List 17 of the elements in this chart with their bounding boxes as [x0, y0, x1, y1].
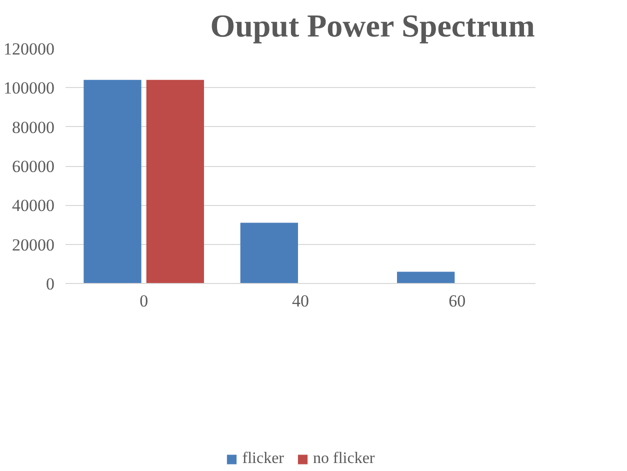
y-tick-label: 0	[46, 274, 54, 294]
y-tick-label: 120000	[4, 40, 54, 58]
bar	[240, 222, 298, 284]
x-tick-label: 40	[292, 292, 309, 310]
y-tick-label: 100000	[4, 78, 54, 98]
x-tick-label: 0	[140, 292, 148, 310]
y-tick-label: 20000	[12, 235, 54, 254]
bar	[146, 80, 204, 284]
chart-title: Ouput Power Spectrum	[210, 8, 536, 44]
y-tick-label: 80000	[12, 118, 54, 137]
y-tick-label: 40000	[12, 196, 54, 216]
y-tick-label: 60000	[12, 157, 54, 176]
legend-label: no flicker	[313, 450, 375, 468]
bar	[397, 272, 455, 284]
legend-label: flicker	[242, 450, 284, 468]
bar	[84, 80, 142, 284]
x-tick-label: 60	[448, 292, 466, 310]
